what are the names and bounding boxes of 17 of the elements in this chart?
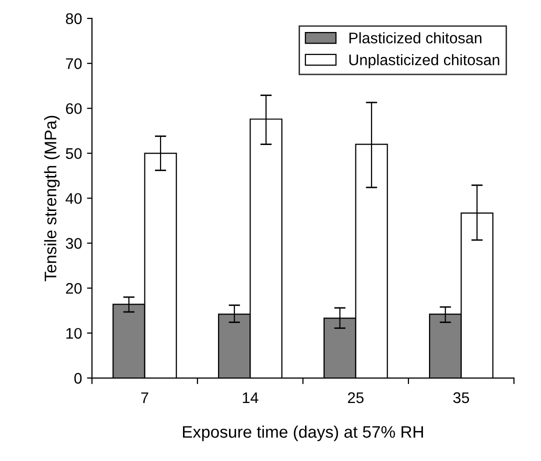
legend-label: Unplasticized chitosan — [349, 54, 500, 68]
y-tick-label: 40 — [66, 193, 82, 204]
y-tick-label: 20 — [66, 282, 82, 294]
y-tick-label: 50 — [66, 148, 82, 159]
y-axis-title: Tensile strength (MPa) — [44, 116, 60, 282]
x-axis-title: Exposure time (days) at 57% RH — [182, 426, 423, 442]
y-tick-label: 30 — [66, 238, 82, 249]
legend-label: Plasticized chitosan — [349, 32, 482, 44]
x-tick-label: 14 — [242, 392, 258, 403]
y-tick-label: 0 — [74, 372, 82, 384]
x-tick-label: 7 — [141, 392, 148, 403]
x-tick-label: 35 — [453, 392, 470, 404]
y-tick-label: 80 — [66, 13, 82, 24]
y-tick-label: 70 — [66, 58, 82, 70]
y-tick-label: 60 — [66, 103, 82, 114]
x-tick-label: 25 — [348, 392, 364, 404]
y-tick-label: 10 — [66, 328, 82, 339]
